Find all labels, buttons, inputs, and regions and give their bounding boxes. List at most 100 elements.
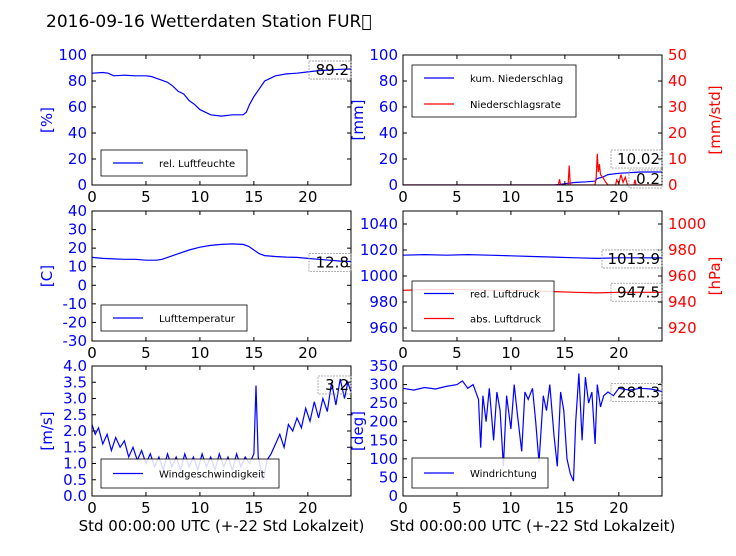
- y-tick-label: 150: [369, 431, 398, 449]
- y-tick-label: 100: [58, 46, 87, 64]
- x-tick-label: 10: [190, 188, 209, 206]
- y-tick-label: 200: [369, 413, 398, 431]
- value-readout: 3.2: [325, 376, 349, 394]
- series-line: [92, 68, 351, 117]
- x-tick-label: 15: [244, 499, 263, 517]
- value-readout: 1013.9: [608, 250, 661, 268]
- legend: red. Luftdruck abs. Luftdruck: [411, 280, 555, 332]
- x-tick-label: 0: [398, 188, 408, 206]
- value-readout-secondary-frame: [610, 282, 663, 302]
- x-tick-label: 0: [87, 499, 97, 517]
- plot-frame: [91, 210, 352, 342]
- x-tick-label: 10: [190, 344, 209, 362]
- y-tick-label: 10: [68, 258, 87, 276]
- x-tick-label: 15: [244, 188, 263, 206]
- y-tick-label: 20: [68, 150, 87, 168]
- value-readout-frame: [610, 149, 663, 169]
- legend: Lufttemperatur: [100, 304, 248, 332]
- y-tick-label: 4.0: [63, 357, 87, 375]
- y-tick-label-right: 10: [668, 150, 687, 168]
- legend-box: [411, 280, 555, 332]
- y-axis-label-right: [mm/std]: [706, 85, 724, 154]
- y-tick-label-right: 0: [668, 176, 678, 194]
- y-axis-label: [deg]: [349, 411, 367, 451]
- x-tick-label: 10: [501, 188, 520, 206]
- x-tick-label: 20: [609, 188, 628, 206]
- x-tick-label: 20: [609, 499, 628, 517]
- plot-frame: [402, 365, 663, 497]
- y-axis-label: [%]: [38, 107, 56, 133]
- y-tick-label-right: 30: [668, 98, 687, 116]
- series-line-right: [403, 153, 662, 185]
- x-tick-label: 15: [555, 344, 574, 362]
- y-tick-label: 80: [68, 72, 87, 90]
- x-tick-label: 5: [452, 188, 462, 206]
- y-tick-label-right: 980: [668, 241, 697, 259]
- legend: rel. Luftfeuchte: [100, 149, 248, 177]
- y-tick-label: 250: [369, 394, 398, 412]
- value-readout-secondary: 0.2: [636, 170, 660, 188]
- y-tick-label: 50: [379, 468, 398, 486]
- x-tick-label: 20: [298, 188, 317, 206]
- legend: Windgeschwindigkeit: [100, 458, 280, 489]
- legend-label: rel. Luftfeuchte: [159, 159, 235, 170]
- y-tick-label: 60: [68, 98, 87, 116]
- y-tick-label: 30: [68, 221, 87, 239]
- y-tick-label: 2.0: [63, 422, 87, 440]
- plot-frame: [91, 54, 352, 186]
- value-readout: 12.8: [316, 254, 349, 272]
- y-tick-label: 3.5: [63, 373, 87, 391]
- series-line: [403, 253, 662, 260]
- y-tick-label: 100: [369, 450, 398, 468]
- legend-label: red. Luftdruck: [470, 290, 540, 301]
- y-tick-label: 40: [68, 202, 87, 220]
- y-tick-label-right: 40: [668, 72, 687, 90]
- y-tick-label: 60: [379, 98, 398, 116]
- figure-title: 2016-09-16 Wetterdaten Station FUR : [46, 12, 372, 32]
- y-tick-label-right: 20: [668, 124, 687, 142]
- y-tick-label: 20: [379, 150, 398, 168]
- y-tick-label: -10: [63, 295, 88, 313]
- y-tick-label: 0: [388, 176, 398, 194]
- value-readout-frame: [610, 383, 663, 402]
- y-tick-label: 1000: [360, 267, 398, 285]
- y-axis-label-right: [hPa]: [706, 257, 724, 296]
- x-tick-label: 0: [87, 188, 97, 206]
- x-tick-label: 20: [298, 499, 317, 517]
- y-tick-label: 1040: [360, 215, 398, 233]
- y-tick-label: 300: [369, 376, 398, 394]
- y-tick-label-right: 920: [668, 319, 697, 337]
- legend-label: Windgeschwindigkeit: [159, 470, 265, 481]
- legend-label: abs. Luftdruck: [470, 315, 541, 326]
- y-tick-label: 0: [77, 176, 87, 194]
- y-tick-label: -20: [63, 313, 88, 331]
- y-tick-label: 20: [68, 239, 87, 257]
- x-tick-label: 5: [141, 344, 151, 362]
- y-tick-label: 0.5: [63, 471, 87, 489]
- value-readout-frame: [308, 60, 352, 80]
- legend-label: Lufttemperatur: [159, 314, 236, 325]
- plot-frame: [402, 54, 663, 186]
- y-tick-label: 0: [77, 276, 87, 294]
- y-axis-label: [m/s]: [38, 411, 56, 450]
- value-readout: 281.3: [617, 384, 660, 402]
- value-readout: 10.02: [617, 150, 660, 168]
- x-tick-label: 15: [555, 499, 574, 517]
- y-tick-label: 350: [369, 357, 398, 375]
- y-tick-label: 980: [369, 293, 398, 311]
- value-readout-frame: [317, 375, 352, 395]
- x-axis-label: Std 00:00:00 UTC (+-22 Std Lokalzeit): [79, 517, 365, 535]
- y-tick-label: 40: [379, 124, 398, 142]
- y-tick-label-right: 1000: [668, 215, 706, 233]
- value-readout: 89.2: [316, 61, 349, 79]
- y-tick-label: 2.5: [63, 406, 87, 424]
- legend: kum. Niederschlag Niederschlagsrate: [411, 64, 577, 118]
- series-line: [92, 378, 351, 480]
- x-tick-label: 20: [298, 344, 317, 362]
- value-readout-frame: [308, 253, 352, 272]
- y-tick-label: 40: [68, 124, 87, 142]
- x-tick-label: 5: [141, 499, 151, 517]
- y-axis-label: [C]: [38, 265, 56, 287]
